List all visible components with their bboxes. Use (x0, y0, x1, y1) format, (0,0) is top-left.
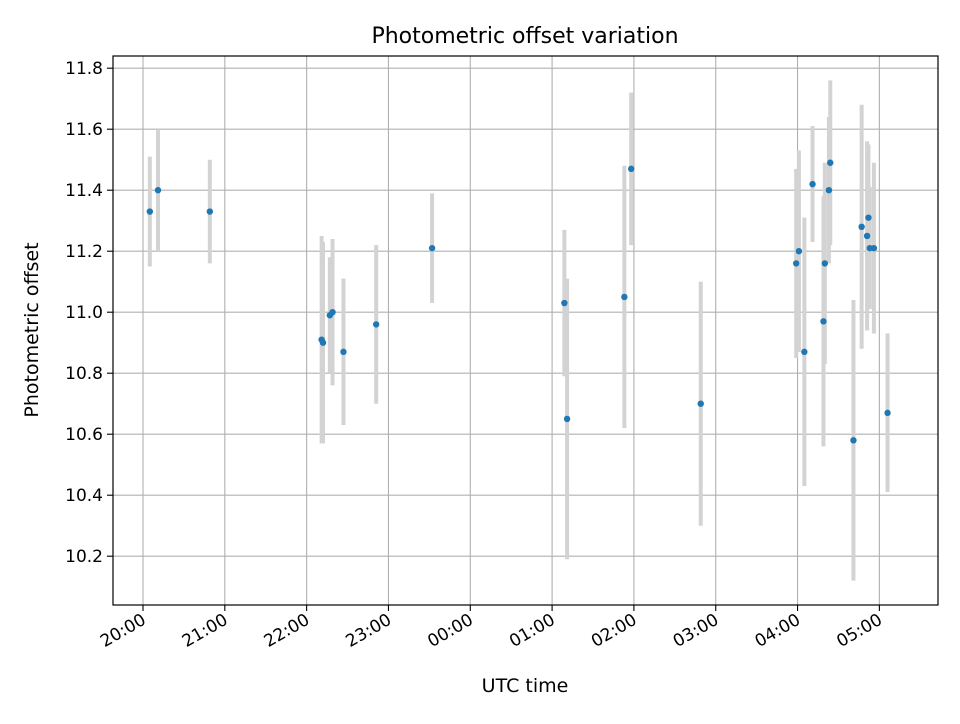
x-tick-label: 02:00 (588, 610, 640, 652)
data-point (329, 309, 336, 316)
chart-title: Photometric offset variation (371, 24, 678, 49)
x-tick-label: 21:00 (179, 610, 231, 652)
x-tick-label: 23:00 (343, 610, 395, 652)
y-axis-label: Photometric offset (21, 242, 43, 417)
data-point (154, 187, 162, 194)
data-point (870, 244, 878, 252)
y-tick-label: 11.4 (65, 181, 103, 201)
x-axis-label: UTC time (482, 675, 569, 697)
data-point (809, 180, 816, 188)
y-tick-label: 10.4 (65, 486, 103, 506)
data-point (801, 348, 808, 356)
x-tick-label: 22:00 (261, 610, 313, 652)
point-layer (146, 159, 891, 444)
data-point (850, 437, 857, 444)
data-point (340, 348, 347, 356)
errorbar-layer (147, 80, 890, 581)
data-point (627, 165, 635, 173)
data-point (372, 321, 380, 328)
data-point (621, 293, 628, 301)
data-point (795, 248, 803, 255)
data-point (827, 159, 834, 166)
x-tick-label: 00:00 (424, 610, 476, 652)
x-tick-label: 01:00 (506, 610, 558, 652)
data-point (884, 409, 891, 417)
data-point (825, 187, 833, 194)
data-point (561, 299, 568, 307)
data-point (858, 223, 865, 230)
y-tick-label: 11.6 (65, 120, 103, 140)
data-point (792, 260, 800, 267)
y-tick-label: 10.8 (65, 364, 103, 384)
y-tick-label: 10.2 (65, 547, 103, 567)
y-tick-label: 11.0 (65, 303, 103, 323)
data-point (821, 260, 829, 267)
data-point (863, 232, 871, 240)
y-axis-ticks: 10.2 10.4 10.6 10.8 11.0 11.2 11.4 11.6 11.8 (65, 59, 113, 567)
x-tick-label: 04:00 (752, 610, 804, 652)
data-point (865, 214, 872, 221)
x-tick-label: 20:00 (97, 610, 149, 652)
y-tick-label: 11.2 (65, 242, 103, 262)
data-point (697, 400, 704, 407)
x-tick-label: 03:00 (670, 610, 722, 652)
y-tick-label: 10.6 (65, 425, 103, 445)
x-tick-label: 05:00 (833, 610, 885, 652)
y-tick-label: 11.8 (65, 59, 103, 79)
data-point (820, 318, 827, 325)
data-point (319, 339, 327, 346)
data-point (146, 208, 154, 215)
data-point (206, 208, 214, 215)
plot-frame (112, 55, 939, 606)
data-point (563, 415, 571, 423)
x-axis-ticks: 20:00 21:00 22:00 23:00 00:00 01:00 02:00 03:00… (97, 605, 886, 652)
data-point (428, 244, 436, 252)
